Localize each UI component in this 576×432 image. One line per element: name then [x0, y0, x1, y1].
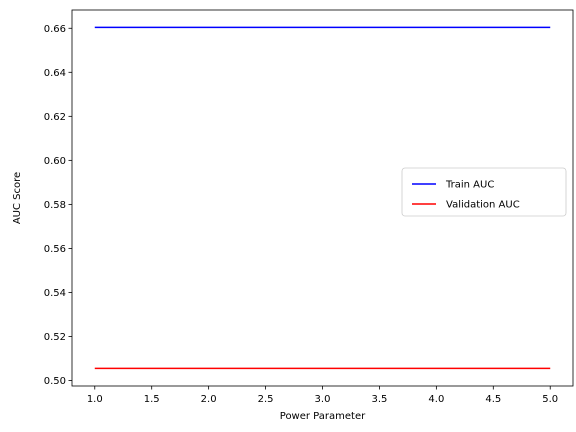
x-tick-label: 3.0: [315, 394, 331, 405]
x-axis-ticks: 1.0 1.5 2.0 2.5 3.0 3.5 4.0 4.5 5.0: [87, 386, 558, 405]
legend-box: [401, 167, 567, 217]
y-axis-ticks: 0.50 0.52 0.54 0.56 0.58 0.60 0.62 0.64 0.66: [44, 24, 72, 387]
y-tick-label: 0.50: [44, 376, 66, 387]
y-tick-label: 0.66: [44, 24, 66, 35]
x-tick-label: 1.0: [87, 394, 103, 405]
y-tick-label: 0.58: [44, 200, 66, 211]
legend: Train AUC Validation AUC: [401, 167, 567, 217]
x-tick-label: 3.5: [371, 394, 387, 405]
x-axis-label: Power Parameter: [280, 411, 366, 422]
x-tick-label: 2.0: [201, 394, 217, 405]
y-tick-label: 0.64: [44, 68, 66, 79]
x-tick-label: 4.5: [485, 394, 501, 405]
x-tick-label: 1.5: [144, 394, 160, 405]
y-tick-label: 0.60: [44, 156, 66, 167]
legend-label-0: Train AUC: [445, 180, 494, 191]
legend-label-1: Validation AUC: [446, 200, 520, 211]
x-tick-label: 4.0: [428, 394, 444, 405]
y-axis-label: AUC Score: [12, 172, 23, 224]
x-tick-label: 2.5: [258, 394, 274, 405]
y-tick-label: 0.52: [44, 332, 66, 343]
y-tick-label: 0.56: [44, 244, 66, 255]
y-tick-label: 0.54: [44, 288, 66, 299]
x-tick-label: 5.0: [542, 394, 558, 405]
series-layer: [94, 26, 551, 370]
y-tick-label: 0.62: [44, 112, 66, 123]
